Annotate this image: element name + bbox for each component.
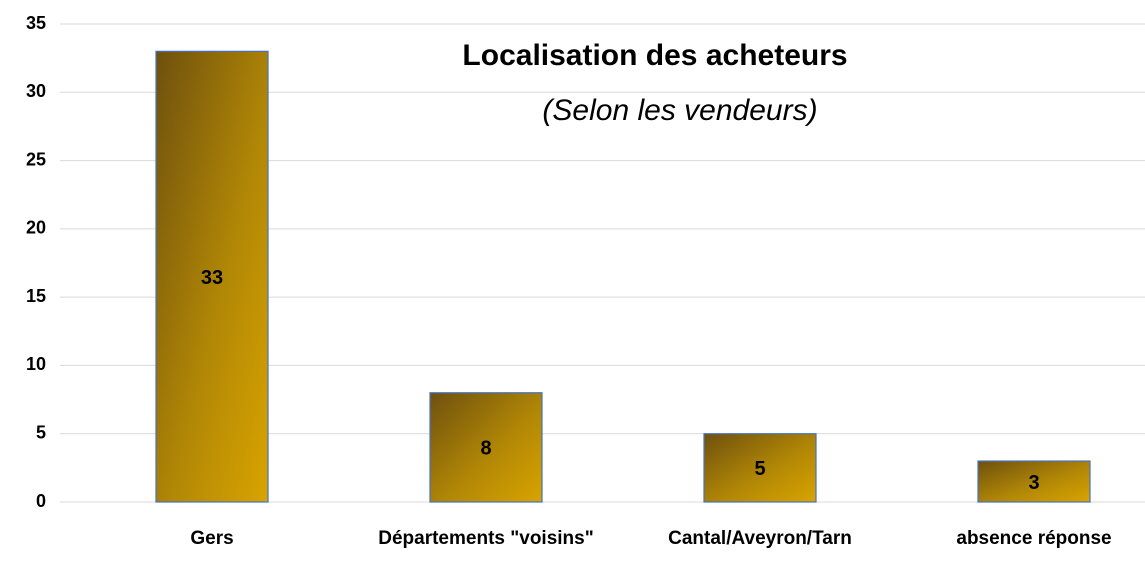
y-tick-label: 20 <box>26 218 46 238</box>
y-tick-label: 5 <box>36 422 46 442</box>
chart-title: Localisation des acheteurs <box>462 39 847 72</box>
x-tick-label: Gers <box>190 528 234 549</box>
x-tick-label-box: absence réponse <box>956 528 1112 549</box>
y-tick-label: 15 <box>26 286 46 306</box>
bar <box>155 50 269 503</box>
data-label: 8 <box>480 438 491 460</box>
bar <box>429 392 543 503</box>
x-tick-label: Cantal/Aveyron/Tarn <box>668 528 852 549</box>
x-tick-label-box: Gers <box>190 528 234 549</box>
x-tick-label-box: Cantal/Aveyron/Tarn <box>668 528 852 549</box>
data-label: 5 <box>754 458 765 480</box>
x-tick-label: Départements "voisins" <box>378 528 594 549</box>
data-label: 3 <box>1028 472 1039 494</box>
y-tick-label: 0 <box>36 491 46 511</box>
y-tick-label: 10 <box>26 354 46 374</box>
y-tick-label: 25 <box>26 149 46 169</box>
bar <box>977 460 1091 503</box>
x-tick-label-box: Départements "voisins" <box>378 528 594 549</box>
y-tick-label: 35 <box>26 13 46 33</box>
x-tick-label: absence réponse <box>956 528 1112 549</box>
chart-subtitle: (Selon les vendeurs) <box>542 94 817 127</box>
data-label: 33 <box>201 267 223 289</box>
y-tick-label: 30 <box>26 81 46 101</box>
bar <box>703 433 817 503</box>
